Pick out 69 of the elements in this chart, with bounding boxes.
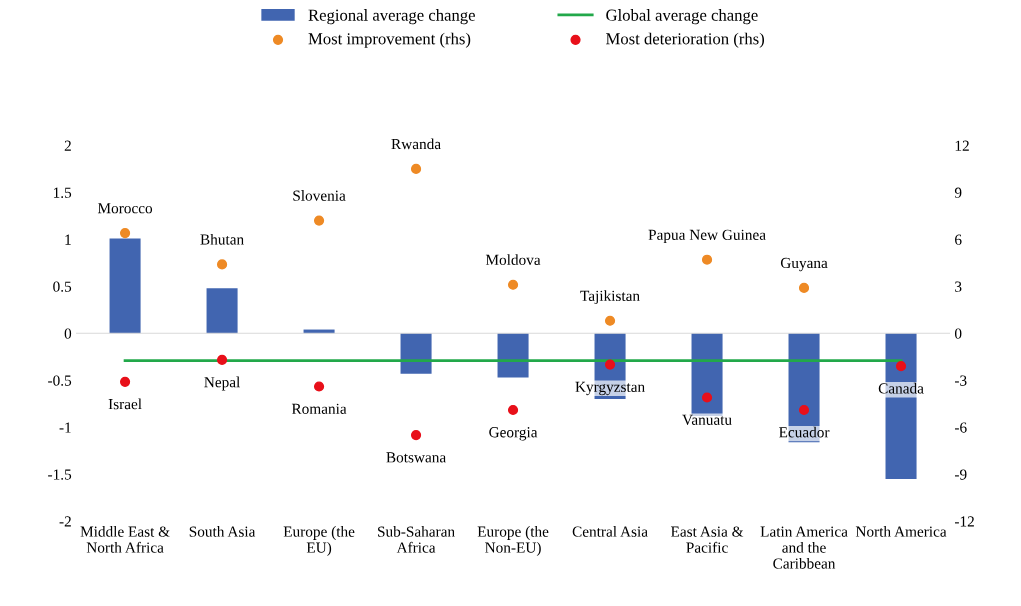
x-tick-label: Europe (the Non-EU) (477, 526, 549, 556)
data-label: Moldova (485, 254, 541, 265)
point (604, 315, 616, 326)
point (701, 254, 713, 265)
y-tick-label: 1 (65, 234, 71, 245)
legend-label: Regional average change (308, 9, 475, 25)
bar (497, 333, 529, 378)
point (313, 381, 325, 392)
y2-tick-label: 0 (954, 328, 962, 339)
point (798, 404, 810, 416)
point (798, 282, 810, 293)
data-label: Israel (108, 398, 142, 410)
y-tick-label: 0.5 (53, 281, 72, 292)
point (895, 361, 907, 372)
point (604, 359, 616, 370)
y-tick-label: -0.5 (48, 375, 72, 386)
point (507, 404, 519, 416)
data-label: Kyrgyzstan (575, 381, 645, 396)
data-label: Guyana (780, 257, 828, 272)
point (410, 429, 422, 441)
y2-tick-label: -3 (954, 375, 967, 386)
data-label: Vanuatu (682, 414, 732, 425)
x-tick-label: Europe (the EU) (283, 526, 355, 556)
y2-tick-label: -9 (954, 469, 967, 480)
bar (206, 288, 238, 334)
y2-tick-label: 6 (955, 234, 962, 245)
y2-tick-label: -6 (954, 422, 967, 433)
point (701, 392, 713, 403)
data-label: Botswana (386, 452, 446, 463)
data-label: Nepal (204, 376, 240, 391)
point (507, 279, 519, 290)
legend-label: Global average change (606, 9, 758, 25)
x-tick-label: Central Asia (572, 526, 648, 537)
y-tick-label: -1.5 (48, 469, 72, 480)
x-tick-label: East Asia & Pacific (670, 526, 744, 553)
data-label: Romania (291, 403, 347, 414)
bar (109, 238, 141, 334)
x-tick-label: North America (855, 526, 947, 537)
point (216, 354, 228, 366)
x-tick-label: Middle East & North Africa (80, 526, 170, 553)
data-label: Slovenia (293, 190, 346, 201)
y-tick-label: -2 (59, 516, 71, 527)
point (313, 215, 325, 226)
x-tick-label: South Asia (189, 526, 256, 537)
x-tick-label: Sub-Saharan Africa (378, 526, 455, 553)
point (119, 376, 131, 387)
data-label: Morocco (97, 203, 153, 214)
data-label: Bhutan (200, 233, 244, 245)
point (216, 259, 228, 270)
y2-tick-label: 9 (954, 187, 962, 198)
y2-tick-label: 12 (955, 140, 969, 151)
data-label: Tajikistan (580, 290, 640, 305)
point (119, 228, 131, 239)
data-label: Canada (878, 382, 924, 394)
y2-tick-label: -12 (954, 516, 974, 527)
legend-label: Most improvement (rhs) (308, 32, 471, 48)
data-label: Ecuador (779, 426, 830, 438)
x-tick-label: Latin America and the Caribbean (760, 526, 848, 569)
data-label: Rwanda (391, 138, 441, 150)
y-tick-label: 1.5 (53, 187, 72, 198)
y-tick-label: 0 (64, 328, 72, 339)
bar (400, 333, 432, 374)
y-tick-label: -1 (59, 422, 71, 433)
y2-tick-label: 3 (955, 281, 962, 292)
data-label: Georgia (489, 427, 538, 441)
legend-label: Most deterioration (rhs) (606, 32, 765, 48)
data-label: Papua New Guinea (648, 229, 766, 244)
point (410, 163, 422, 175)
y-tick-label: 2 (64, 140, 71, 151)
